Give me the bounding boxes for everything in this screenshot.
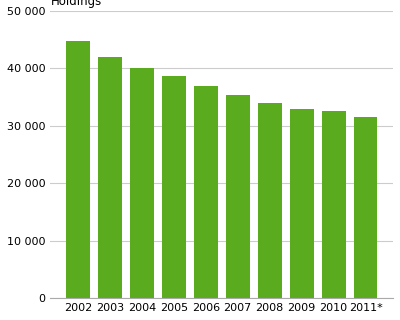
Bar (226, 95, 250, 298)
Bar (66, 41, 90, 298)
Bar (194, 86, 218, 298)
Bar (162, 76, 186, 298)
Bar (130, 68, 154, 298)
Bar (322, 111, 346, 298)
Bar (354, 117, 378, 298)
Bar (290, 108, 314, 298)
Bar (258, 103, 282, 298)
Bar (98, 58, 122, 298)
Text: Holdings: Holdings (50, 0, 102, 8)
